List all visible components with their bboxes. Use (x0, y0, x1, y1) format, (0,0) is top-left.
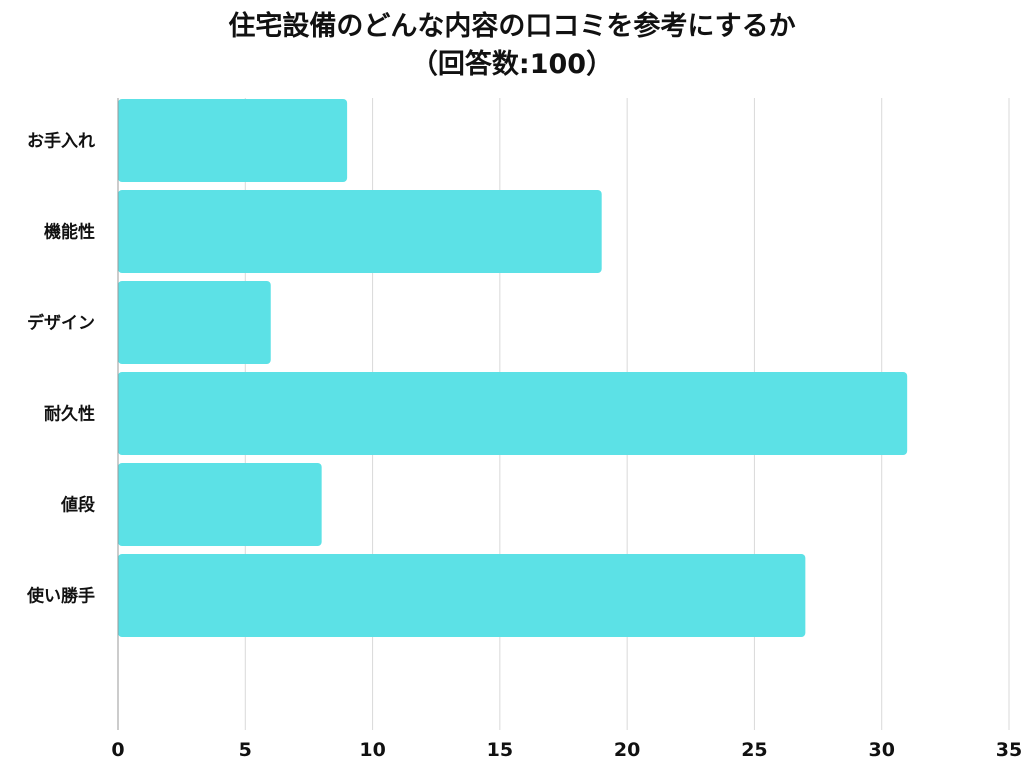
bar (118, 190, 602, 273)
chart-subtitle: （回答数:100） (410, 49, 614, 80)
bar (118, 372, 908, 455)
category-label: お手入れ (27, 131, 95, 152)
category-label: 機能性 (44, 222, 95, 243)
category-label: 使い勝手 (26, 586, 95, 607)
x-tick-label: 5 (239, 739, 252, 761)
bars (118, 99, 908, 637)
x-tick-label: 15 (487, 739, 513, 761)
x-tick-label: 35 (996, 739, 1022, 761)
category-label: 耐久性 (44, 404, 95, 425)
bar (118, 554, 806, 637)
category-label: 値段 (60, 495, 95, 516)
x-tick-label: 25 (741, 739, 767, 761)
chart-title-main: 住宅設備のどんな内容の口コミを参考にするか (228, 11, 796, 42)
bar (118, 281, 271, 364)
x-tick-label: 0 (111, 739, 124, 761)
x-tick-label: 30 (868, 739, 894, 761)
bar (118, 463, 322, 546)
bar (118, 99, 348, 182)
category-label: デザイン (27, 313, 95, 334)
x-tick-labels: 0 5 10 15 20 25 30 35 (111, 739, 1022, 761)
x-tick-label: 10 (359, 739, 385, 761)
chart-title: 住宅設備のどんな内容の口コミを参考にするか （回答数:100） (0, 8, 1024, 84)
x-tick-label: 20 (614, 739, 640, 761)
